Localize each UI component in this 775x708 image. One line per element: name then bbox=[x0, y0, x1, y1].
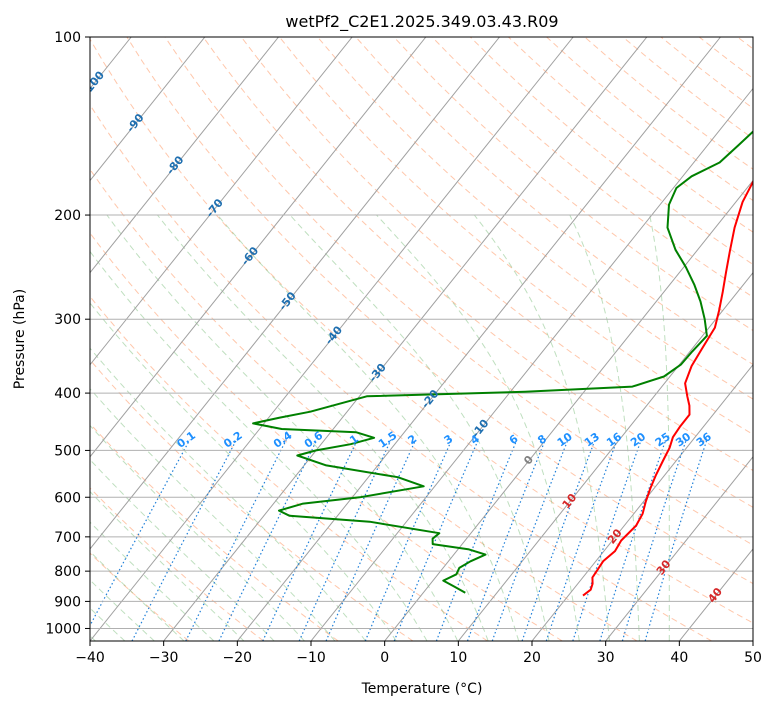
y-tick-label: 300 bbox=[54, 312, 81, 328]
moist-adiabats bbox=[90, 214, 670, 641]
mixing-ratio-line bbox=[491, 439, 569, 641]
dry-adiabat bbox=[90, 422, 339, 641]
moist-adiabat bbox=[217, 214, 520, 641]
y-tick-label: 900 bbox=[54, 594, 81, 610]
mixing-ratio-line bbox=[298, 439, 392, 641]
mixing-ratio-line bbox=[599, 439, 667, 641]
isotherm bbox=[236, 37, 721, 641]
moist-adiabat bbox=[473, 214, 610, 641]
mixing-ratio-line bbox=[364, 439, 453, 641]
moist-adiabat bbox=[376, 214, 580, 641]
y-tick-label: 800 bbox=[54, 564, 81, 580]
moist-adiabat bbox=[90, 579, 155, 641]
isotherm bbox=[457, 271, 753, 641]
dry-adiabat bbox=[126, 37, 753, 585]
dry-adiabat bbox=[355, 37, 753, 366]
mixing-ratio-line bbox=[521, 439, 596, 641]
isotherm bbox=[90, 37, 574, 641]
mixing-ratio-lines bbox=[90, 439, 708, 641]
y-tick-label: 200 bbox=[54, 208, 81, 224]
x-tick-label: 20 bbox=[523, 650, 541, 666]
y-axis-label: Pressure (hPa) bbox=[12, 289, 28, 389]
isotherm bbox=[90, 37, 500, 550]
plot-frame bbox=[89, 36, 754, 642]
y-tick-label: 400 bbox=[54, 386, 81, 402]
moist-adiabat bbox=[90, 490, 245, 641]
moist-adiabat bbox=[90, 387, 336, 641]
x-axis-ticks: −40 −30 −20 −10 0 10 20 30 40 50 bbox=[75, 641, 762, 666]
x-tick-label: −40 bbox=[75, 650, 105, 666]
isotherms bbox=[90, 37, 753, 641]
x-tick-label: −10 bbox=[296, 650, 326, 666]
moist-adiabat bbox=[90, 250, 428, 641]
isotherm bbox=[384, 179, 753, 641]
x-axis-label: Temperature (°C) bbox=[361, 681, 483, 697]
moist-adiabat bbox=[106, 214, 459, 641]
mixing-ratio-line bbox=[185, 439, 287, 641]
mixing-ratio-line bbox=[644, 439, 708, 641]
isotherm bbox=[310, 87, 753, 641]
moist-adiabat bbox=[90, 550, 185, 641]
isotherm bbox=[90, 37, 353, 366]
dry-adiabat bbox=[90, 38, 753, 624]
isotherm bbox=[90, 37, 279, 274]
moist-adiabat bbox=[90, 424, 305, 641]
moist-adiabat bbox=[157, 214, 489, 641]
plot-area: -100-90-80-70-60-50-40-30-20-10010203040… bbox=[90, 37, 753, 641]
dry-adiabat bbox=[202, 37, 753, 508]
moist-adiabat bbox=[569, 214, 640, 641]
x-tick-label: 10 bbox=[449, 650, 467, 666]
y-tick-label: 700 bbox=[54, 530, 81, 546]
x-tick-label: −20 bbox=[223, 650, 253, 666]
dry-adiabat bbox=[90, 232, 563, 641]
x-tick-label: 50 bbox=[744, 650, 762, 666]
x-tick-label: 30 bbox=[597, 650, 615, 666]
y-tick-label: 1000 bbox=[45, 621, 81, 637]
mixing-ratio-line bbox=[90, 439, 191, 627]
mixing-ratio-line bbox=[325, 439, 417, 641]
dry-adiabat bbox=[164, 37, 753, 546]
chart-title: wetPf2_C2E1.2025.349.03.43.R09 bbox=[285, 12, 558, 32]
y-tick-label: 600 bbox=[54, 490, 81, 506]
y-tick-label: 500 bbox=[54, 443, 81, 459]
dry-adiabat bbox=[90, 168, 638, 641]
y-tick-label: 100 bbox=[54, 30, 81, 46]
isotherm bbox=[605, 456, 753, 641]
mixing-ratio-line bbox=[621, 439, 687, 641]
dewpoint-profile-line bbox=[252, 130, 753, 594]
moist-adiabat bbox=[649, 214, 670, 641]
isotherm bbox=[90, 37, 206, 182]
moist-adiabat bbox=[90, 347, 366, 641]
data-series bbox=[252, 130, 753, 597]
x-tick-label: −30 bbox=[149, 650, 179, 666]
dry-adiabat bbox=[393, 37, 753, 332]
y-axis-ticks: 100 200 300 400 500 600 700 800 900 1000 bbox=[45, 30, 90, 637]
moist-adiabat bbox=[90, 302, 397, 641]
moist-adiabat bbox=[289, 214, 550, 641]
dry-adiabat bbox=[317, 37, 753, 400]
isotherm bbox=[90, 37, 427, 458]
dry-adiabat bbox=[90, 104, 712, 641]
x-tick-label: 40 bbox=[670, 650, 688, 666]
dry-adiabat bbox=[90, 552, 190, 641]
dry-adiabat bbox=[90, 295, 488, 641]
x-tick-label: 0 bbox=[380, 650, 389, 666]
isobar-gridlines bbox=[90, 37, 753, 629]
isotherm bbox=[531, 363, 753, 641]
moist-adiabat bbox=[90, 521, 215, 641]
isotherm bbox=[163, 37, 648, 641]
temperature-profile-line bbox=[582, 179, 753, 597]
